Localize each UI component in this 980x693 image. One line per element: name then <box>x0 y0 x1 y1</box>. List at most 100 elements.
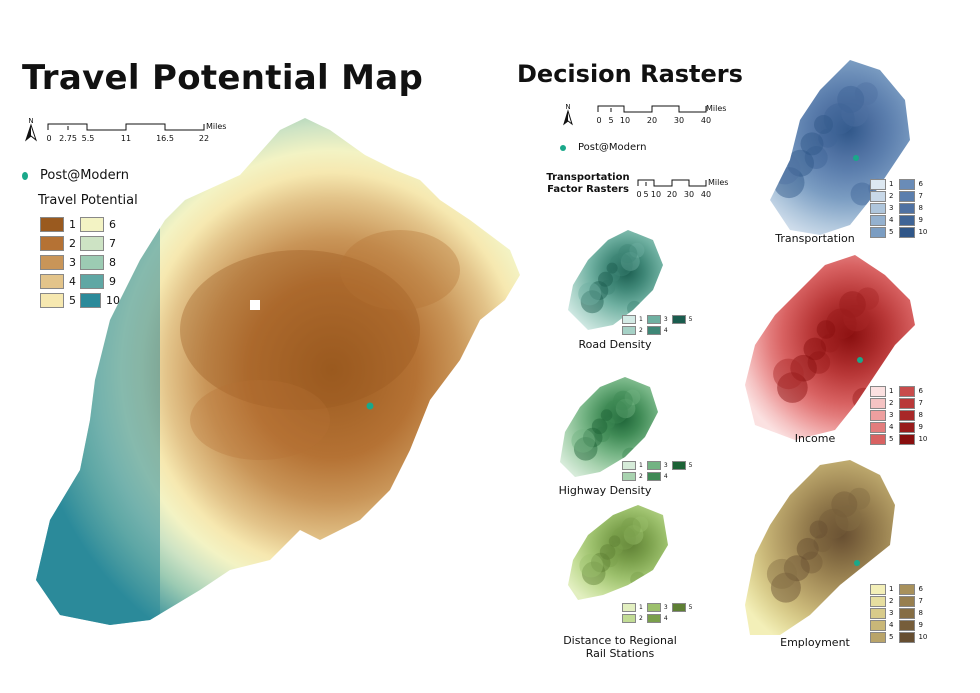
legend-label: 4 <box>663 473 668 480</box>
scale-tick: 2.75 <box>59 134 77 143</box>
legend-item-2: 2 <box>870 595 893 607</box>
legend-road-density: 1 2 3 4 5 <box>622 314 692 336</box>
scale-tick: 5.5 <box>81 134 95 143</box>
legend-label: 2 <box>69 237 76 250</box>
legend-label: 6 <box>918 585 923 593</box>
legend-swatch <box>40 293 64 308</box>
caption-rail-distance: Distance to Regional Rail Stations <box>563 634 677 660</box>
legend-label: 9 <box>918 423 923 431</box>
scale-tick: 10 <box>619 116 631 125</box>
legend-label: 1 <box>889 180 894 188</box>
legend-item-4: 4 <box>646 471 668 482</box>
legend-item-5: 5 <box>870 226 893 238</box>
legend-item-2: 2 <box>622 471 643 482</box>
legend-label: 2 <box>889 192 894 200</box>
poi-label: Post@Modern <box>40 168 129 183</box>
legend-item-6: 6 <box>80 215 120 234</box>
legend-label: 3 <box>663 604 668 611</box>
legend-swatch <box>899 178 916 190</box>
legend-item-9: 9 <box>899 214 927 226</box>
legend-label: 2 <box>889 399 894 407</box>
scale-tick: 11 <box>120 134 132 143</box>
legend-label: 3 <box>69 256 76 269</box>
legend-item-10: 10 <box>899 433 927 445</box>
legend-swatch <box>622 614 636 623</box>
scale-unit: Miles <box>706 104 727 113</box>
north-arrow-icon: N <box>562 103 574 126</box>
legend-swatch <box>671 603 686 612</box>
poi-dot-icon <box>22 171 28 180</box>
caption-road-density: Road Density <box>578 338 652 351</box>
decision-poi-legend: Post@Modern <box>560 142 646 153</box>
legend-label: 2 <box>889 597 894 605</box>
legend-item-4: 4 <box>646 325 668 336</box>
legend-income: 1 2 3 4 5 6 7 8 9 10 <box>870 385 927 445</box>
legend-item-4: 4 <box>646 613 668 624</box>
legend-swatch <box>870 421 886 433</box>
legend-label: 3 <box>663 316 668 323</box>
legend-label: 1 <box>639 316 643 323</box>
legend-label: 3 <box>663 462 668 469</box>
scale-tick: 20 <box>646 116 658 125</box>
legend-label: 6 <box>109 218 116 231</box>
legend-item-5: 5 <box>671 460 692 471</box>
scale-tick: 20 <box>666 190 678 199</box>
legend-label: 7 <box>918 192 923 200</box>
legend-label: 6 <box>918 180 923 188</box>
legend-item-9: 9 <box>80 272 120 291</box>
main-map-title: Travel Potential Map <box>22 58 424 98</box>
legend-swatch <box>870 409 886 421</box>
poi-marker-icon <box>857 357 863 363</box>
legend-swatch <box>870 190 886 202</box>
legend-swatch <box>40 274 64 289</box>
scale-tick: 40 <box>700 116 712 125</box>
legend-label: 9 <box>918 621 923 629</box>
poi-legend: Post@Modern <box>22 168 129 183</box>
raster-map-road-density <box>568 230 663 330</box>
raster-map-rail-distance <box>568 505 668 600</box>
legend-label: 9 <box>918 216 923 224</box>
legend-item-7: 7 <box>899 190 927 202</box>
legend-label: 4 <box>889 216 894 224</box>
main-scalebar: 0 2.75 5.5 11 16.5 22 Miles <box>46 122 226 146</box>
legend-label: 5 <box>69 294 76 307</box>
scale-tick: 0 <box>596 116 602 125</box>
legend-label: 5 <box>889 228 894 236</box>
legend-item-3: 3 <box>646 602 668 613</box>
legend-item-1: 1 <box>870 583 893 595</box>
legend-item-7: 7 <box>899 397 927 409</box>
travel-potential-map <box>36 118 520 625</box>
legend-item-10: 10 <box>899 226 927 238</box>
poi-dot-icon <box>560 144 566 151</box>
legend-swatch <box>622 603 636 612</box>
legend-swatch <box>870 226 886 238</box>
travel-potential-legend: 1 2 3 4 5 6 7 8 9 10 <box>40 215 120 310</box>
legend-item-3: 3 <box>870 202 893 214</box>
caption-employment: Employment <box>780 636 850 649</box>
poi-marker-icon <box>366 402 374 410</box>
scale-unit: Miles <box>708 178 729 187</box>
legend-item-5: 5 <box>671 314 692 325</box>
legend-item-8: 8 <box>899 202 927 214</box>
legend-swatch <box>646 461 661 470</box>
legend-swatch <box>870 178 886 190</box>
legend-swatch <box>899 607 916 619</box>
legend-swatch <box>80 293 101 308</box>
scale-tick: 22 <box>198 134 210 143</box>
legend-swatch <box>80 255 104 270</box>
legend-label: 4 <box>889 423 894 431</box>
legend-label: 7 <box>109 237 116 250</box>
legend-swatch <box>870 202 886 214</box>
legend-swatch <box>622 461 636 470</box>
legend-label: 1 <box>639 462 643 469</box>
legend-swatch <box>80 236 104 251</box>
legend-swatch <box>870 631 886 643</box>
legend-label: 4 <box>663 615 668 622</box>
legend-label: 5 <box>889 633 894 641</box>
legend-label: 3 <box>889 204 894 212</box>
legend-swatch <box>870 595 886 607</box>
legend-label: 4 <box>663 327 668 334</box>
legend-item-10: 10 <box>899 631 927 643</box>
legend-label: 7 <box>918 597 923 605</box>
legend-swatch <box>671 461 686 470</box>
